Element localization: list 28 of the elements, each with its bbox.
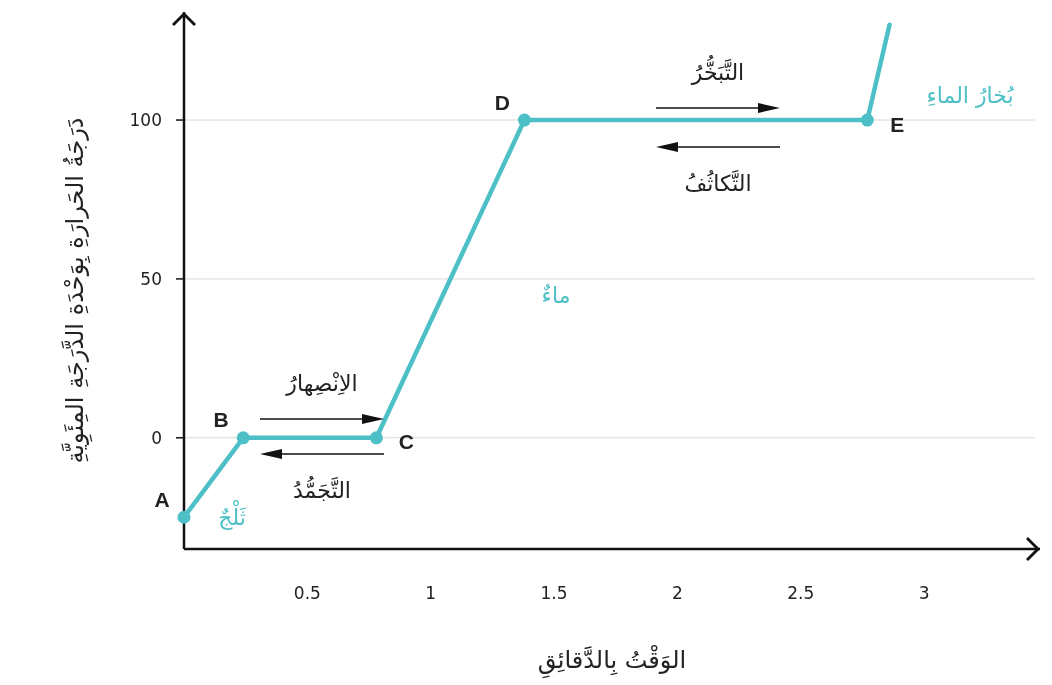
- annotation: التَّكاثُفُ: [684, 170, 752, 196]
- point: [236, 431, 250, 445]
- annotation: D: [494, 90, 511, 114]
- point: [177, 510, 191, 524]
- annotation: بُخارُ الماءِ: [926, 82, 1015, 108]
- annotation: التَّبَخُّرُ: [690, 55, 745, 85]
- annotation: B: [213, 408, 229, 432]
- annotation: الاِنْصِهارُ: [285, 370, 358, 397]
- annotation: C: [398, 430, 414, 454]
- x-tick-label: 1.5: [540, 583, 568, 603]
- annotation: ثَلْجٌ: [218, 498, 247, 530]
- point: [517, 113, 531, 127]
- annotation: A: [154, 487, 170, 511]
- y-tick-label: 0: [151, 427, 162, 448]
- annotation: E: [890, 112, 905, 136]
- x-tick-label: 2.5: [787, 583, 815, 603]
- annotation: ماءٌ: [541, 282, 571, 308]
- x-tick-label: 2: [671, 583, 683, 603]
- x-tick-label: 3: [918, 583, 930, 603]
- point: [369, 431, 383, 445]
- y-tick-label: 50: [140, 268, 162, 289]
- annotation: التَّجَمُّدُ: [293, 476, 351, 503]
- point: [860, 113, 874, 127]
- x-tick-label: 1: [425, 583, 437, 603]
- y-axis-title: دَرَجَةُ الحَرارَةِ بِوَحْدَةِ الدَّرَجَةِ المِئَوِيَّةِ: [61, 117, 93, 464]
- x-axis-title: الوَقْتُ بِالدَّقائِقِ: [537, 644, 687, 680]
- x-tick-label: 0.5: [293, 583, 321, 603]
- y-tick-label: 100: [129, 110, 162, 131]
